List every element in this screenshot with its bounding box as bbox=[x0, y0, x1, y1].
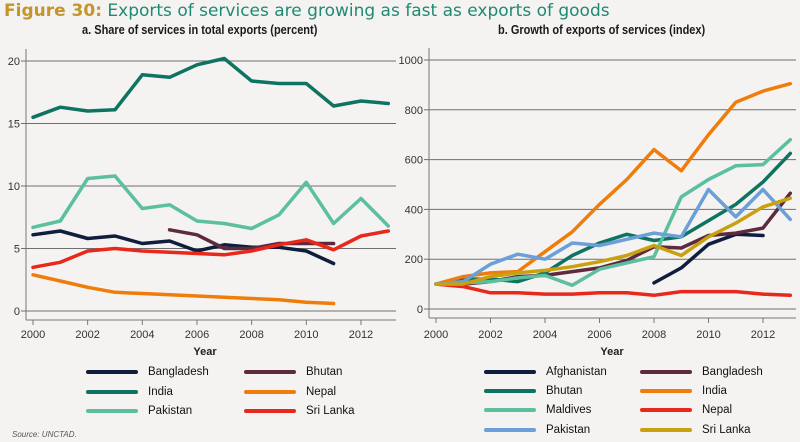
chart-a-y-tick-label: 10 bbox=[8, 181, 20, 193]
legend-swatch bbox=[640, 389, 692, 394]
chart-a-series-sri-lanka bbox=[31, 229, 391, 270]
chart-a-share-of-services: 0 5 10 15 20 2000 2002 2004 2006 2008 2010 2012 Year bbox=[8, 49, 396, 358]
chart-b-series-maldives bbox=[434, 137, 793, 288]
legend-swatch bbox=[86, 389, 138, 394]
chart-a-x-axis-title: Year bbox=[193, 346, 217, 358]
legend-label: Nepal bbox=[702, 404, 733, 417]
chart-a-series-nepal bbox=[31, 273, 336, 306]
chart-b-series-afghanistan bbox=[652, 232, 765, 285]
chart-b-x-tick-label: 2012 bbox=[751, 329, 775, 341]
legend-swatch bbox=[640, 427, 692, 432]
legend-label: India bbox=[148, 385, 173, 398]
legend-swatch bbox=[640, 408, 692, 413]
legend-swatch bbox=[484, 408, 536, 413]
chart-a-y-tick-label: 15 bbox=[8, 119, 20, 131]
chart-a-legend-item-sri-lanka: Sri Lanka bbox=[244, 405, 355, 417]
chart-b-x-tick-label: 2000 bbox=[424, 329, 448, 341]
legend-swatch bbox=[484, 370, 536, 374]
chart-a-x-tick-label: 2010 bbox=[294, 329, 318, 341]
chart-b-x-tick-label: 2002 bbox=[478, 329, 502, 341]
chart-b-series-india bbox=[434, 81, 793, 286]
legend-label: India bbox=[702, 385, 727, 398]
chart-b-legend-item-bhutan: Bhutan bbox=[484, 385, 582, 397]
chart-b-legend-item-nepal: Nepal bbox=[640, 404, 732, 416]
figure-title-text: Exports of services are growing as fast … bbox=[107, 1, 610, 21]
legend-swatch bbox=[640, 370, 692, 374]
chart-a-legend-item-india: India bbox=[86, 386, 173, 398]
chart-b-y-tick-label: 400 bbox=[405, 204, 423, 216]
chart-b-x-tick-label: 2008 bbox=[642, 329, 666, 341]
chart-b-legend-item-pakistan: Pakistan bbox=[484, 424, 590, 436]
source-note: Source: UNCTAD. bbox=[12, 430, 77, 439]
chart-a-x-tick-label: 2008 bbox=[239, 329, 263, 341]
chart-a-y-tick-label: 20 bbox=[8, 56, 20, 68]
chart-b-y-tick-label: 600 bbox=[405, 155, 423, 167]
legend-swatch bbox=[86, 409, 138, 413]
chart-a-y-tick-label: 5 bbox=[14, 244, 20, 256]
legend-label: Maldives bbox=[546, 404, 592, 417]
chart-a-x-tick-label: 2000 bbox=[21, 329, 45, 341]
chart-b-y-tick-label: 1000 bbox=[399, 55, 423, 67]
legend-swatch bbox=[86, 370, 138, 374]
chart-a-x-tick-label: 2004 bbox=[130, 329, 154, 341]
legend-swatch bbox=[244, 389, 296, 394]
legend-label: Bhutan bbox=[306, 366, 343, 378]
legend-swatch bbox=[244, 370, 296, 374]
chart-b-x-tick-label: 2006 bbox=[587, 329, 611, 341]
chart-b-x-tick-label: 2004 bbox=[533, 329, 557, 341]
legend-label: Bangladesh bbox=[702, 366, 763, 378]
chart-b-series-sri-lanka bbox=[434, 196, 793, 286]
chart-a-y-tick-label: 0 bbox=[14, 306, 20, 318]
chart-a-x-tick-label: 2002 bbox=[75, 329, 99, 341]
legend-label: Afghanistan bbox=[546, 366, 607, 378]
chart-b-legend-item-maldives: Maldives bbox=[484, 404, 591, 416]
legend-label: Bangladesh bbox=[148, 366, 209, 378]
chart-b-legend-item-bangladesh: Bangladesh bbox=[640, 366, 763, 378]
chart-a-legend-item-nepal: Nepal bbox=[244, 386, 336, 398]
chart-a-x-tick-label: 2006 bbox=[185, 329, 209, 341]
chart-b-legend-item-india: India bbox=[640, 385, 727, 397]
legend-label: Sri Lanka bbox=[702, 423, 751, 436]
chart-b-growth-of-services: 0 200 400 600 800 1000 2000 2002 2004 2006 2008 201… bbox=[399, 48, 796, 358]
chart-b-y-tick-label: 200 bbox=[405, 254, 423, 266]
legend-label: Bhutan bbox=[546, 385, 583, 398]
legend-label: Sri Lanka bbox=[306, 405, 355, 417]
chart-b-series-pakistan bbox=[434, 187, 793, 286]
chart-a-series-bangladesh bbox=[31, 229, 336, 266]
figure-title: Figure 30: Exports of services are growi… bbox=[4, 1, 610, 21]
legend-label: Pakistan bbox=[546, 423, 591, 436]
chart-b-y-tick-label: 0 bbox=[417, 304, 423, 316]
chart-a-series-india bbox=[31, 56, 391, 120]
chart-b-legend-item-afghanistan: Afghanistan bbox=[484, 366, 607, 378]
chart-a-legend-item-bhutan: Bhutan bbox=[244, 366, 342, 378]
chart-a-series-pakistan bbox=[31, 174, 391, 231]
legend-label: Nepal bbox=[306, 385, 337, 398]
chart-b-x-tick-label: 2010 bbox=[696, 329, 720, 341]
chart-b-legend-item-sri-lanka: Sri Lanka bbox=[640, 424, 751, 436]
figure-number: Figure 30: bbox=[4, 1, 102, 21]
chart-a-legend-item-bangladesh: Bangladesh bbox=[86, 366, 209, 378]
chart-b-y-tick-label: 800 bbox=[405, 105, 423, 117]
legend-swatch bbox=[244, 409, 296, 413]
chart-a-x-tick-label: 2012 bbox=[349, 329, 373, 341]
legend-swatch bbox=[484, 389, 536, 394]
legend-swatch bbox=[484, 427, 536, 432]
legend-label: Pakistan bbox=[148, 405, 193, 417]
chart-a-title: a. Share of services in total exports (p… bbox=[82, 23, 318, 37]
chart-a-series-bhutan bbox=[167, 228, 336, 251]
chart-a-legend-item-pakistan: Pakistan bbox=[86, 405, 192, 417]
chart-b-x-axis-title: Year bbox=[600, 346, 624, 358]
chart-b-title: b. Growth of exports of services (index) bbox=[498, 23, 706, 37]
chart-b-series-nepal bbox=[434, 282, 793, 298]
